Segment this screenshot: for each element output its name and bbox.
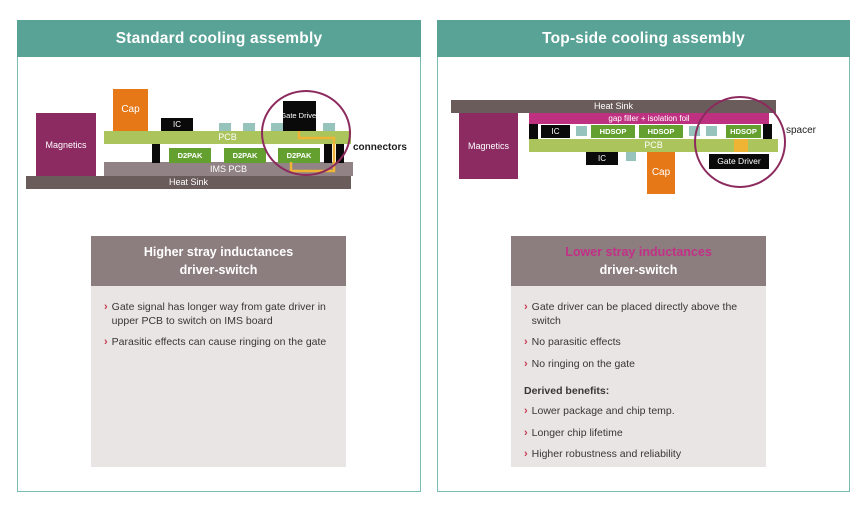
right-info-heading: Lower stray inductances driver-switch bbox=[511, 236, 766, 286]
bullet-text: No ringing on the gate bbox=[531, 358, 635, 371]
spacer-label: spacer bbox=[786, 125, 817, 136]
hdsop-package: HDSOP bbox=[591, 125, 635, 138]
capacitor-block: Cap bbox=[647, 152, 675, 194]
bullet-text: Lower package and chip temp. bbox=[531, 404, 675, 417]
standard-cooling-panel: Standard cooling assembly Magnetics Heat… bbox=[17, 20, 421, 492]
right-info-body: › Gate driver can be placed directly abo… bbox=[511, 286, 766, 467]
chevron-bullet-icon: › bbox=[104, 301, 108, 313]
heat-sink-bar: Heat Sink bbox=[451, 100, 776, 113]
bullet-item: › Parasitic effects can cause ringing on… bbox=[104, 336, 336, 350]
bullet-text: Gate driver can be placed directly above… bbox=[531, 301, 738, 327]
chevron-bullet-icon: › bbox=[524, 426, 528, 439]
solder-pad bbox=[219, 123, 231, 131]
right-info-heading-line1: Lower stray inductances bbox=[565, 245, 712, 259]
gap-filler-bar: gap filler + isolation foil bbox=[529, 113, 769, 124]
connector-bar bbox=[152, 144, 160, 163]
left-info-heading: Higher stray inductances driver-switch bbox=[91, 236, 346, 286]
solder-pad bbox=[243, 123, 255, 131]
chevron-bullet-icon: › bbox=[104, 336, 108, 349]
capacitor-block: Cap bbox=[113, 89, 148, 131]
chevron-bullet-icon: › bbox=[524, 301, 528, 313]
highlight-circle bbox=[261, 90, 351, 176]
ic-block: IC bbox=[541, 125, 570, 138]
left-panel-title: Standard cooling assembly bbox=[17, 20, 421, 57]
magnetics-block: Magnetics bbox=[459, 113, 518, 179]
bullet-item: › Gate driver can be placed directly abo… bbox=[524, 301, 756, 328]
chevron-bullet-icon: › bbox=[524, 404, 528, 417]
d2pak-package: D2PAK bbox=[224, 148, 266, 163]
magnetics-block: Magnetics bbox=[36, 113, 96, 177]
left-info-body: › Gate signal has longer way from gate d… bbox=[91, 286, 346, 467]
ic-block: IC bbox=[161, 118, 193, 131]
chevron-bullet-icon: › bbox=[524, 336, 528, 349]
highlight-circle bbox=[694, 96, 786, 188]
solder-pad bbox=[576, 126, 587, 136]
bullet-item: › Gate signal has longer way from gate d… bbox=[104, 301, 336, 328]
heat-sink-bar: Heat Sink bbox=[26, 176, 351, 189]
spacer-block bbox=[529, 124, 538, 139]
bullet-text: No parasitic effects bbox=[531, 336, 621, 349]
bullet-item: › Higher robustness and reliability bbox=[524, 448, 756, 462]
right-panel-title: Top-side cooling assembly bbox=[437, 20, 850, 57]
bullet-item: › Longer chip lifetime bbox=[524, 427, 756, 441]
bullet-text: Gate signal has longer way from gate dri… bbox=[111, 301, 326, 327]
left-info-heading-line2: driver-switch bbox=[179, 262, 258, 277]
bullet-item: › Lower package and chip temp. bbox=[524, 405, 756, 419]
bullet-text: Parasitic effects can cause ringing on t… bbox=[111, 336, 327, 349]
chevron-bullet-icon: › bbox=[524, 358, 528, 371]
bullet-item: › No parasitic effects bbox=[524, 336, 756, 350]
bullet-text: Longer chip lifetime bbox=[531, 426, 623, 439]
bullet-item: › No ringing on the gate bbox=[524, 358, 756, 372]
derived-benefits-subheading: Derived benefits: bbox=[524, 384, 610, 397]
ic-block: IC bbox=[586, 152, 618, 165]
hdsop-package: HDSOP bbox=[639, 125, 683, 138]
right-info-heading-line2: driver-switch bbox=[599, 262, 678, 277]
left-info-heading-line1: Higher stray inductances bbox=[143, 245, 294, 259]
solder-pad bbox=[626, 152, 636, 161]
topside-cooling-panel: Top-side cooling assembly Heat Sink gap … bbox=[437, 20, 850, 492]
connectors-label: connectors bbox=[353, 142, 407, 153]
chevron-bullet-icon: › bbox=[524, 448, 528, 461]
d2pak-package: D2PAK bbox=[169, 148, 211, 163]
bullet-text: Higher robustness and reliability bbox=[531, 448, 682, 461]
